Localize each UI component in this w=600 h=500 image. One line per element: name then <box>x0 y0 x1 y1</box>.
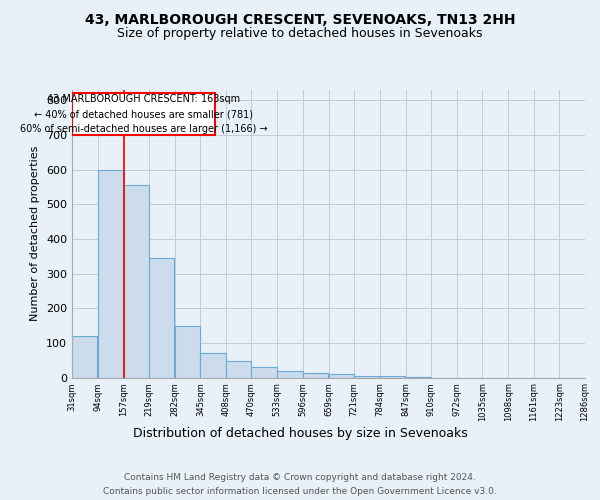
Bar <box>303 372 328 378</box>
Text: 43, MARLBOROUGH CRESCENT, SEVENOAKS, TN13 2HH: 43, MARLBOROUGH CRESCENT, SEVENOAKS, TN1… <box>85 12 515 26</box>
Bar <box>329 374 354 378</box>
Text: Distribution of detached houses by size in Sevenoaks: Distribution of detached houses by size … <box>133 428 467 440</box>
Bar <box>200 354 226 378</box>
Bar <box>277 372 302 378</box>
Bar <box>380 376 405 378</box>
Text: Contains public sector information licensed under the Open Government Licence v3: Contains public sector information licen… <box>103 488 497 496</box>
Bar <box>72 94 215 135</box>
Bar <box>251 367 277 378</box>
Bar <box>354 376 379 378</box>
Text: Contains HM Land Registry data © Crown copyright and database right 2024.: Contains HM Land Registry data © Crown c… <box>124 472 476 482</box>
Text: 43 MARLBOROUGH CRESCENT: 163sqm
← 40% of detached houses are smaller (781)
60% o: 43 MARLBOROUGH CRESCENT: 163sqm ← 40% of… <box>20 94 267 134</box>
Bar <box>175 326 200 378</box>
Bar <box>149 258 174 378</box>
Text: Size of property relative to detached houses in Sevenoaks: Size of property relative to detached ho… <box>117 28 483 40</box>
Y-axis label: Number of detached properties: Number of detached properties <box>31 146 40 322</box>
Bar <box>124 186 149 378</box>
Bar <box>98 170 123 378</box>
Bar <box>226 361 251 378</box>
Bar <box>72 336 97 378</box>
